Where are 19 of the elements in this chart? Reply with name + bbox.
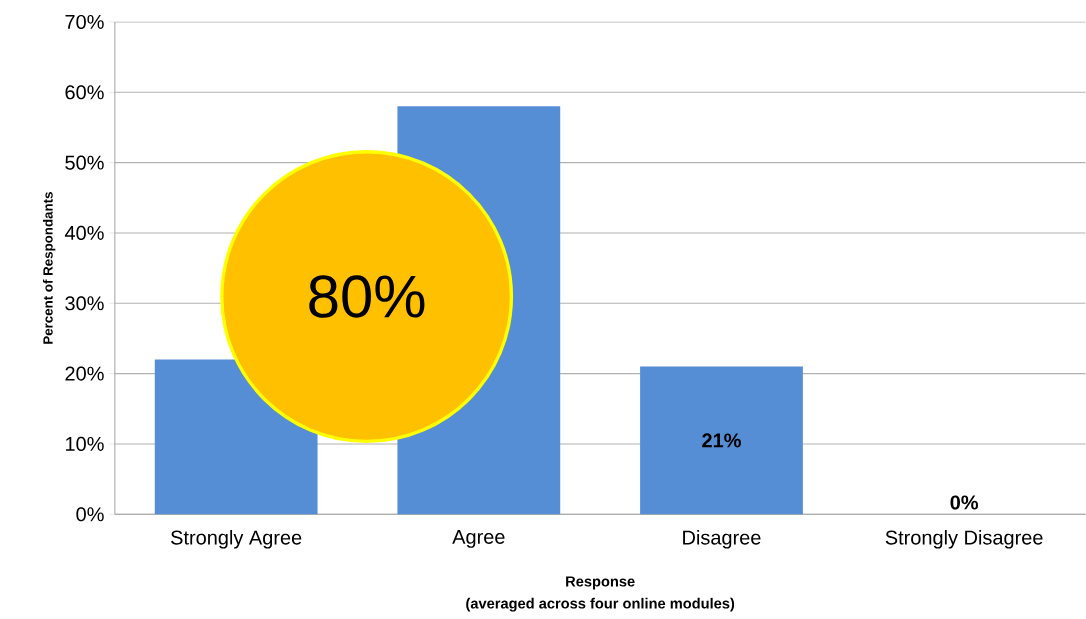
- data-label: 0%: [950, 495, 979, 510]
- y-tick-label: 30%: [65, 296, 104, 311]
- x-tick-label: Disagree: [683, 529, 761, 549]
- bar: [640, 366, 803, 515]
- data-label: 21%: [702, 433, 741, 448]
- y-tick-label: 50%: [65, 155, 104, 170]
- y-tick-label: 20%: [65, 366, 104, 381]
- y-tick-label: 0%: [76, 507, 104, 522]
- annotation: 80%: [309, 275, 425, 318]
- y-tick-label: 40%: [64, 225, 104, 240]
- x-tick-label: Agree: [452, 529, 505, 548]
- y-axis-title: Percent of Respondants: [42, 192, 56, 344]
- x-axis-title: Response: [566, 576, 635, 590]
- x-tick-label: Strongly Disagree: [885, 529, 1043, 549]
- x-tick-label: Strongly Agree: [171, 529, 302, 549]
- y-tick-label: 70%: [65, 14, 104, 29]
- y-tick-label: 10%: [66, 436, 104, 451]
- y-tick-label: 60%: [65, 85, 104, 100]
- text: (averaged across four online modules): [466, 597, 735, 612]
